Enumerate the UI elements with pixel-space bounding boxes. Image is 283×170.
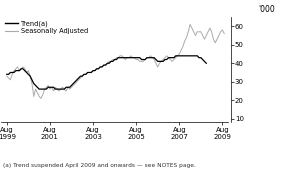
Text: (a) Trend suspended April 2009 and onwards — see NOTES page.: (a) Trend suspended April 2009 and onwar… — [3, 163, 196, 168]
Text: '000: '000 — [258, 5, 275, 14]
Legend: Trend(a), Seasonally Adjusted: Trend(a), Seasonally Adjusted — [5, 20, 88, 34]
